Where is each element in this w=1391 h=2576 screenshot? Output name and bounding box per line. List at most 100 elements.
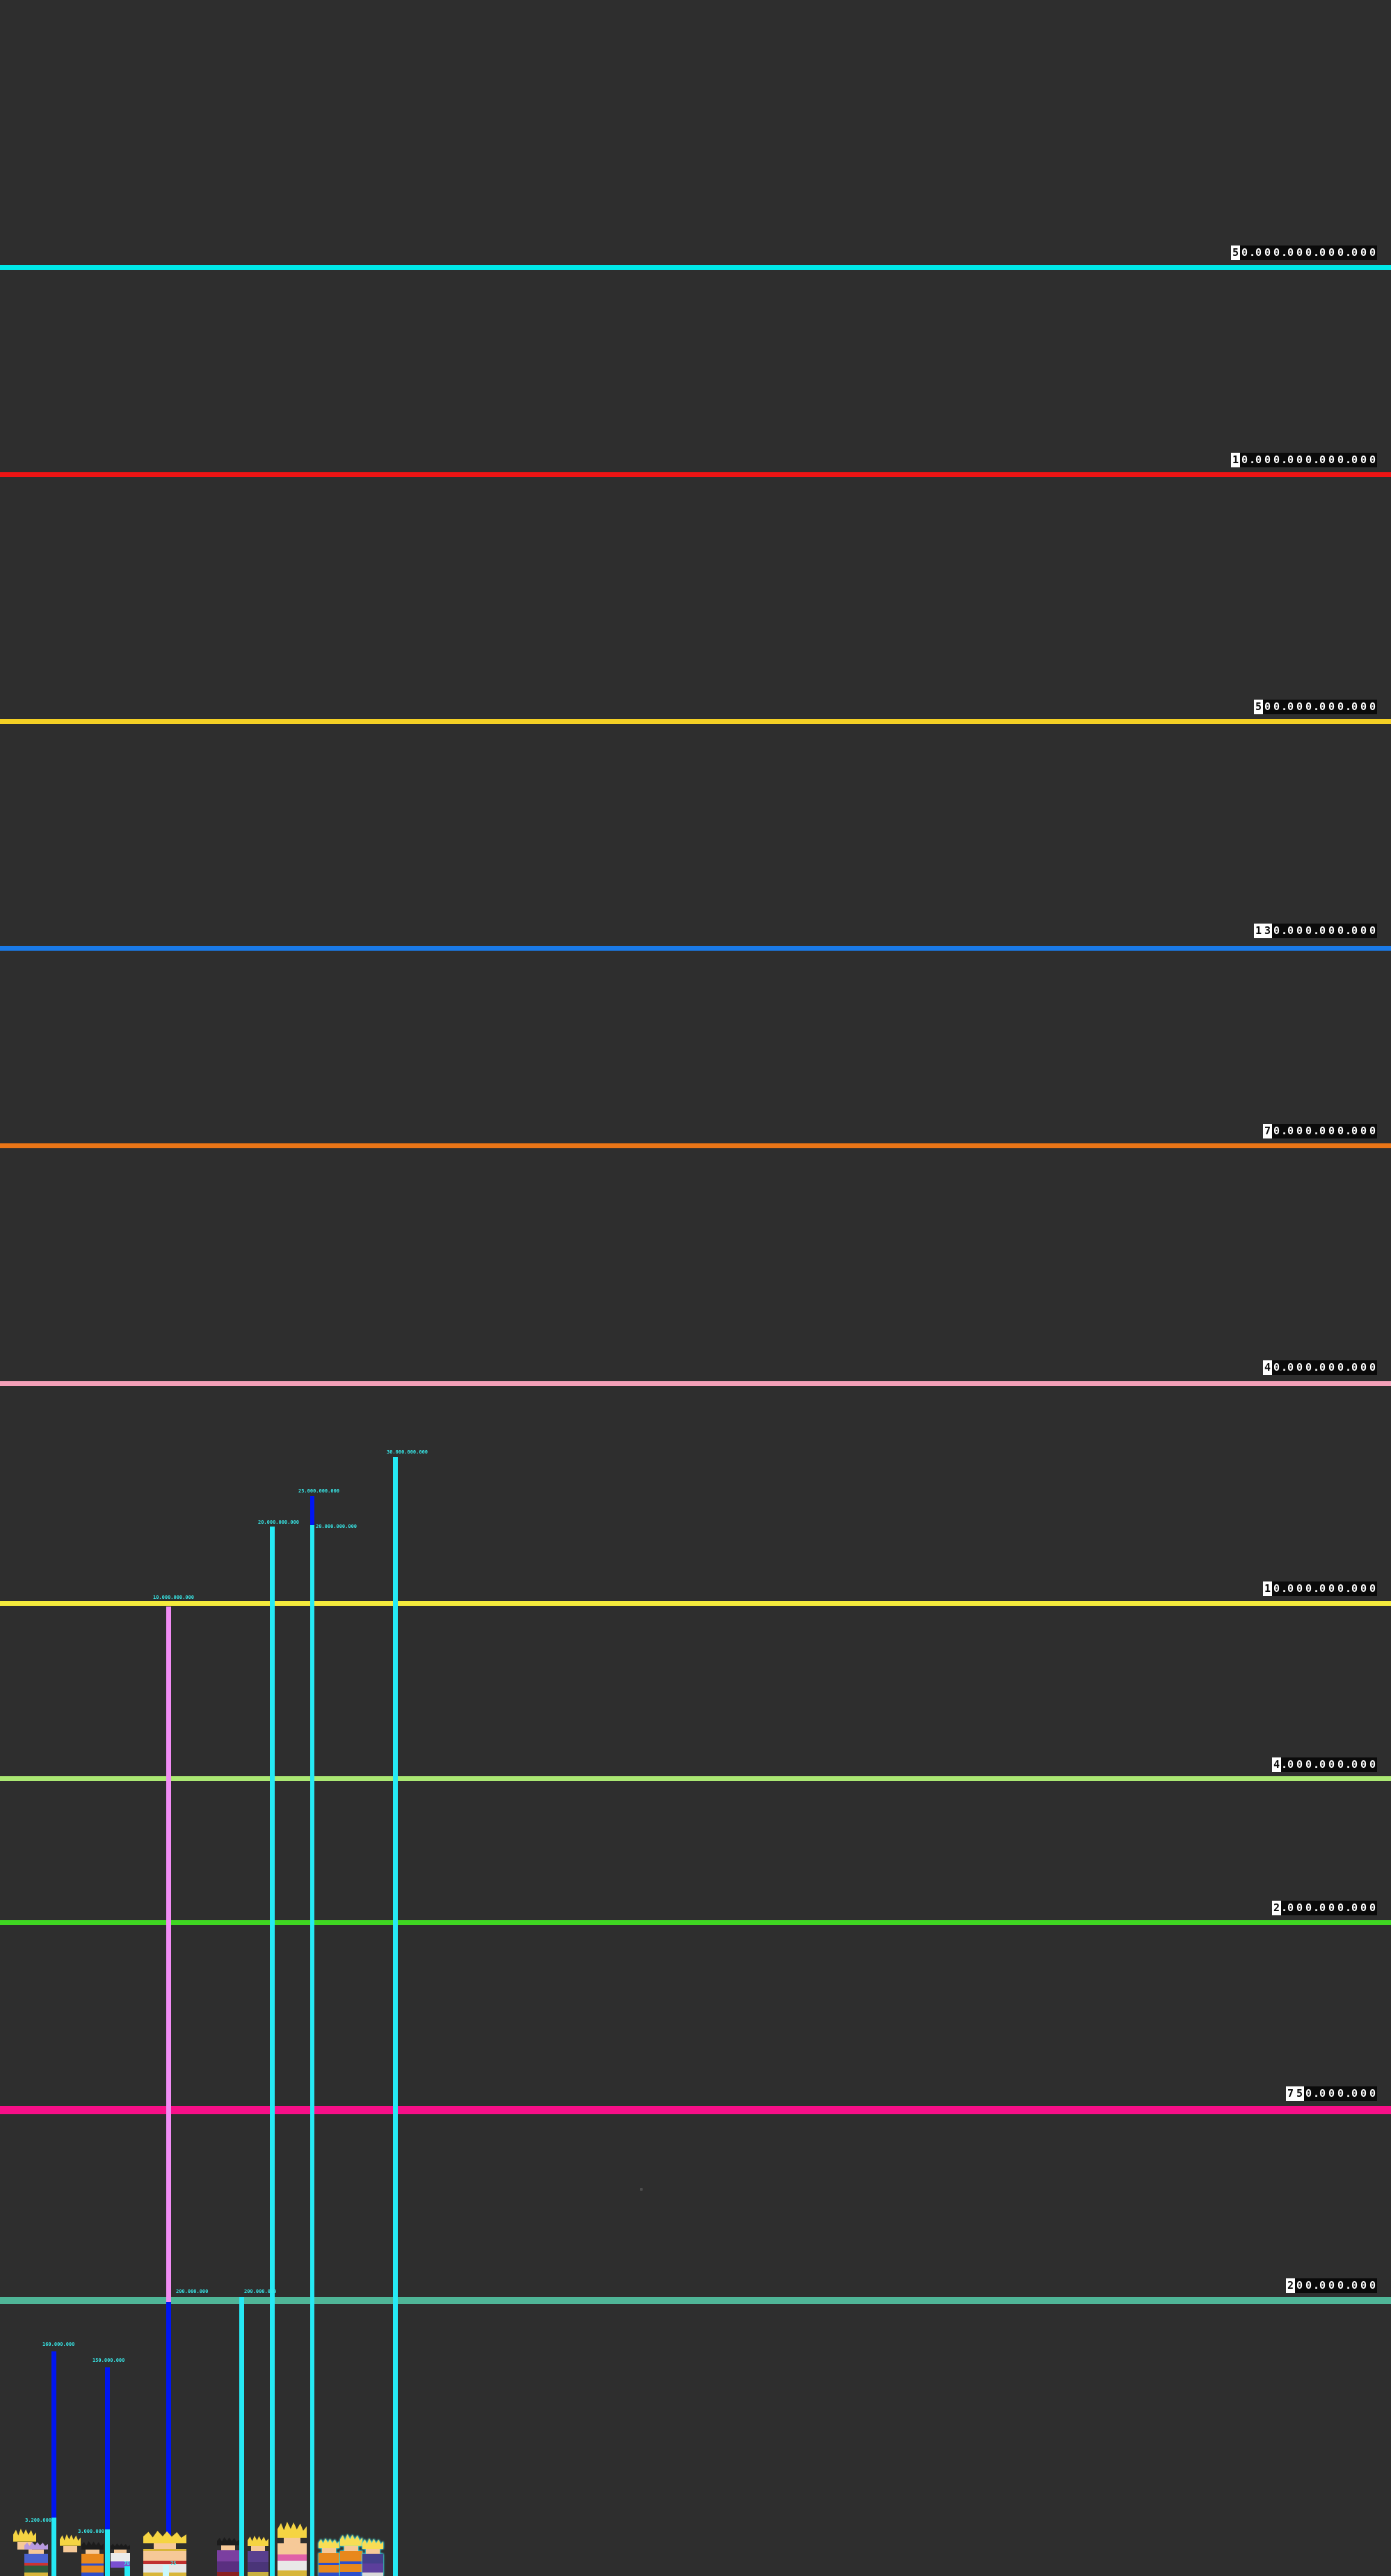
sprite-part (340, 2561, 362, 2564)
sprite-part (111, 2553, 130, 2561)
sprite-part (114, 2549, 127, 2554)
reference-line (0, 1601, 1391, 1606)
label-char: . (1313, 2086, 1320, 2101)
label-char: 0 (1263, 453, 1272, 467)
label-char: . (1345, 245, 1352, 260)
label-char: 0 (1286, 453, 1295, 467)
label-char: 0 (1336, 1757, 1345, 1772)
bar-value-label: 30.000.000.000 (387, 1449, 428, 1455)
label-char: 0 (1254, 453, 1263, 467)
sprite-part (319, 2552, 339, 2563)
label-char: 0 (1350, 924, 1359, 938)
label-char: 0 (1350, 1360, 1359, 1375)
sprite-hair (278, 2522, 307, 2538)
label-char: 0 (1336, 700, 1345, 714)
sprite-hair (81, 2541, 104, 2550)
sprite-part (248, 2551, 268, 2563)
label-char: 0 (1350, 453, 1359, 467)
sprite-hair (217, 2537, 239, 2546)
bar-3m (105, 2529, 110, 2576)
label-char: . (1345, 924, 1352, 938)
label-char: 1 (1254, 924, 1263, 938)
label-char: . (1345, 1360, 1352, 1375)
sprite-part (81, 2566, 104, 2573)
bar-200m-cyan (239, 2297, 244, 2576)
label-char: 0 (1327, 1757, 1336, 1772)
reference-line (0, 2106, 1391, 2114)
sprite-part (111, 2568, 130, 2570)
bar-value-label: 75 (170, 2561, 177, 2566)
sprite-part (111, 2561, 130, 2568)
reference-line (0, 1776, 1391, 1781)
sprite-part (344, 2545, 359, 2551)
sprite-part (340, 2550, 362, 2561)
label-char: 0 (1327, 245, 1336, 260)
sprite-part (81, 2563, 104, 2566)
reference-line (0, 472, 1391, 477)
bar-value-label: 25.000.000.000 (298, 1488, 340, 1494)
sprite-ssj-goku-b (340, 2534, 362, 2576)
label-char: . (1313, 1757, 1320, 1772)
label-char: 0 (1240, 245, 1249, 260)
label-char: 0 (1336, 1901, 1345, 1915)
label-char: . (1249, 453, 1256, 467)
label-char: . (1345, 453, 1352, 467)
label-char: 0 (1368, 2278, 1377, 2293)
label-char: 5 (1254, 700, 1263, 714)
label-char: 7 (1286, 2086, 1295, 2101)
sprite-part (284, 2538, 300, 2544)
bar-200m-blue (166, 2302, 171, 2576)
label-char: 0 (1240, 453, 1249, 467)
label-char: 0 (1295, 1581, 1304, 1596)
sprite-part (340, 2571, 362, 2576)
label-char: 0 (1336, 1360, 1345, 1375)
label-char: 0 (1350, 1757, 1359, 1772)
label-char: 0 (1327, 924, 1336, 938)
sprite-part (366, 2549, 380, 2554)
bar-value-label: 160.000.000 (42, 2342, 75, 2347)
label-char: 0 (1350, 700, 1359, 714)
label-char: 0 (1272, 453, 1281, 467)
label-char: 0 (1368, 924, 1377, 938)
sprite-part (319, 2565, 339, 2573)
sprite-part (278, 2561, 307, 2571)
sprite-goku (81, 2541, 104, 2576)
sprite-part (217, 2550, 239, 2562)
label-char: 0 (1336, 1124, 1345, 1138)
label-char: 0 (1336, 1581, 1345, 1596)
label-char: . (1281, 1124, 1288, 1138)
label-char: 0 (1318, 1901, 1327, 1915)
label-char: . (1249, 245, 1256, 260)
label-char: 0 (1318, 2086, 1327, 2101)
label-char: . (1281, 700, 1288, 714)
sprite-part (251, 2546, 265, 2552)
label-char: 0 (1272, 1124, 1281, 1138)
sprite-part (362, 2572, 383, 2576)
sprite-part (143, 2548, 186, 2552)
label-char: 0 (1272, 245, 1281, 260)
label-char: 1 (1231, 453, 1240, 467)
label-char: 0 (1304, 453, 1313, 467)
label-char: 0 (1336, 2278, 1345, 2293)
label-char: . (1313, 453, 1320, 467)
sprite-hair (60, 2534, 81, 2546)
label-char: 0 (1327, 1581, 1336, 1596)
bar-30b (393, 1457, 398, 2576)
sprite-hair (362, 2538, 383, 2550)
sprite-hair (143, 2531, 186, 2544)
bar-20b-right (310, 1525, 314, 2576)
sprite-part (362, 2553, 383, 2563)
bar-20b-left (270, 1527, 275, 2576)
label-char: 3 (1263, 924, 1272, 938)
label-char: . (1345, 700, 1352, 714)
label-char: 0 (1318, 245, 1327, 260)
label-char: 0 (1359, 924, 1368, 938)
sprite-part (319, 2572, 339, 2576)
sprite-hair (319, 2538, 339, 2549)
